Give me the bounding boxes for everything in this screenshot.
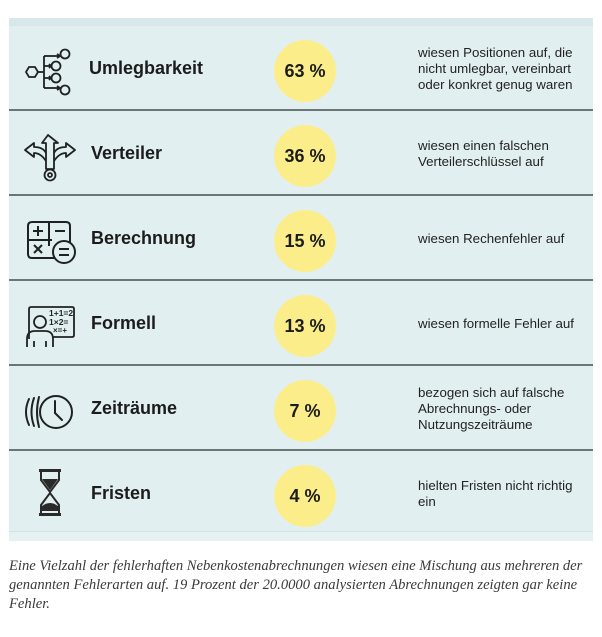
description-text: wiesen einen falschen Verteilerschlüssel… (418, 137, 549, 169)
table-row-zeitraeume: Zeiträume 7 % bezogen sich auf falsche A… (9, 366, 593, 451)
description: hielten Fristen nicht richtig ein (418, 451, 593, 536)
description: wiesen Positionen auf, die nicht umlegba… (418, 26, 593, 111)
teacher-board-icon: 1+1=2 1×2= ×=+ (22, 301, 78, 353)
description: wiesen Rechenfehler auf (418, 196, 593, 281)
row-divider (9, 109, 593, 111)
error-types-panel: Umlegbarkeit 63 % wiesen Positionen auf,… (9, 18, 593, 541)
svg-text:1+1=2: 1+1=2 (49, 308, 73, 318)
value-bubble: 15 % (274, 210, 336, 272)
description: wiesen formelle Fehler auf (418, 281, 593, 366)
row-divider (9, 279, 593, 281)
row-divider (9, 364, 593, 366)
value-bubble: 13 % (274, 295, 336, 357)
panel-top-strip (9, 18, 593, 26)
category-label: Verteiler (91, 143, 163, 163)
category-label: Zeiträume (91, 398, 178, 418)
value-label: 15 % (284, 230, 326, 251)
hierarchy-flow-icon (22, 46, 78, 98)
row-divider (9, 449, 593, 451)
table-row-berechnung: Berechnung 15 % wiesen Rechenfehler auf (9, 196, 593, 281)
description-text: hielten Fristen nicht richtig ein (418, 477, 573, 509)
category-label: Berechnung (91, 228, 197, 248)
description: wiesen einen falschen Verteilerschlüssel… (418, 111, 593, 196)
description-text: bezogen sich auf falsche Abrechnungs- od… (418, 384, 565, 432)
table-row-fristen: Fristen 4 % hielten Fristen nicht richti… (9, 451, 593, 536)
category-label: Umlegbarkeit (89, 58, 204, 78)
value-label: 36 % (284, 145, 326, 166)
value-bubble: 7 % (274, 380, 336, 442)
value-label: 63 % (284, 60, 326, 81)
calculator-icon (22, 216, 78, 268)
panel-bottom-strip (9, 531, 593, 541)
table-row-formell: 1+1=2 1×2= ×=+ Formell 13 % wiesen forme… (9, 281, 593, 366)
value-bubble: 36 % (274, 125, 336, 187)
hourglass-icon (22, 467, 78, 519)
svg-text:×=+: ×=+ (53, 326, 67, 335)
value-bubble: 63 % (274, 40, 336, 102)
description-text: wiesen Rechenfehler auf (418, 230, 565, 246)
table-row-umlegbarkeit: Umlegbarkeit 63 % wiesen Positionen auf,… (9, 26, 593, 111)
description: bezogen sich auf falsche Abrechnungs- od… (418, 366, 593, 451)
value-label: 7 % (289, 400, 321, 421)
row-divider (9, 194, 593, 196)
description-text: wiesen formelle Fehler auf (418, 315, 574, 331)
table-row-verteiler: Verteiler 36 % wiesen einen falschen Ver… (9, 111, 593, 196)
category-label: Formell (91, 313, 157, 333)
clock-icon (22, 386, 78, 438)
svg-text:1×2=: 1×2= (49, 317, 68, 327)
value-label: 13 % (284, 315, 326, 336)
value-label: 4 % (289, 485, 321, 506)
figure-caption: Eine Vielzahl der fehlerhaften Nebenkost… (9, 558, 583, 612)
split-arrows-icon (22, 131, 78, 183)
category-label: Fristen (91, 483, 152, 503)
value-bubble: 4 % (274, 465, 336, 527)
description-text: wiesen Positionen auf, die nicht umlegba… (418, 44, 573, 92)
